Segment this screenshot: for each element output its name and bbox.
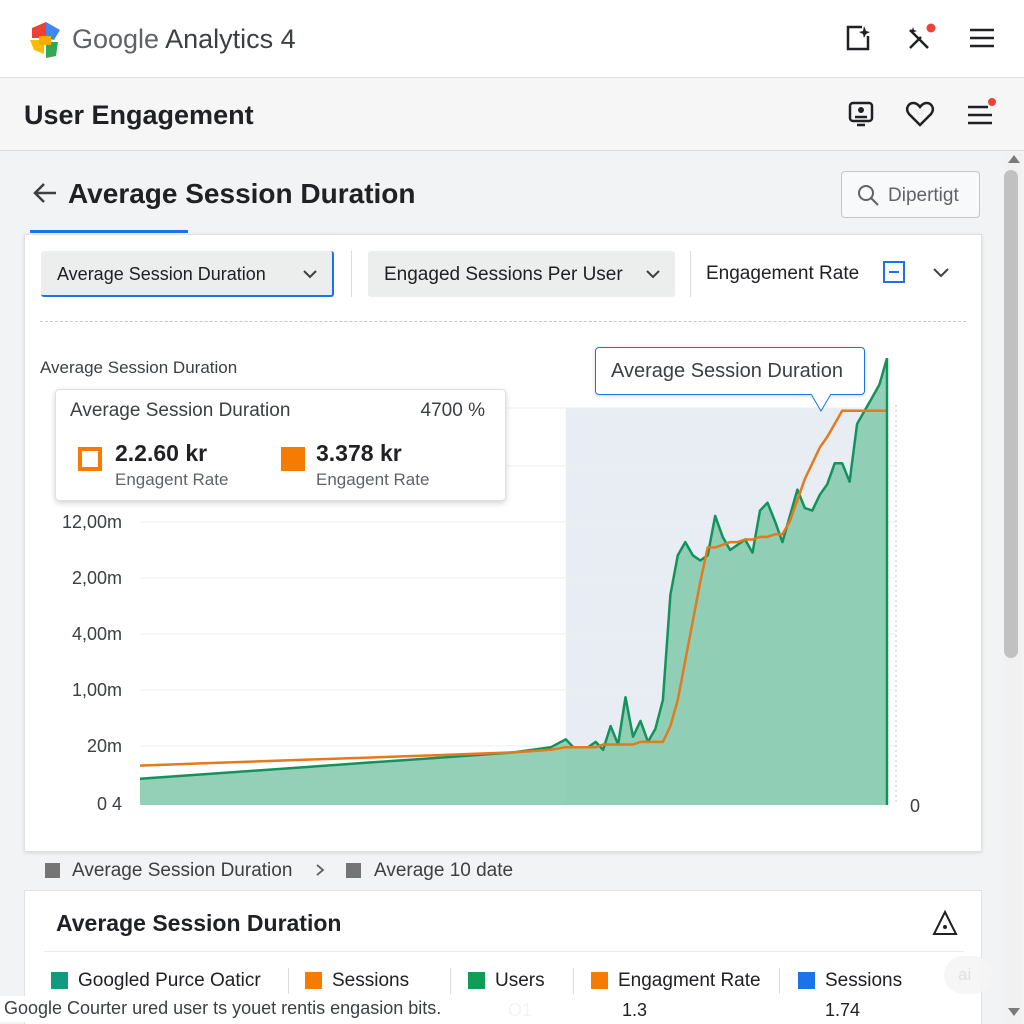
metric-label[interactable]: Engagment Rate bbox=[618, 970, 761, 991]
top-app-bar: Google Analytics 4 bbox=[0, 0, 1024, 78]
app-brand: Google Analytics 4 bbox=[72, 24, 296, 55]
search-box[interactable]: Dipertigt bbox=[841, 171, 980, 218]
search-placeholder: Dipertigt bbox=[888, 185, 959, 206]
metric-swatch bbox=[468, 972, 485, 989]
metric-label[interactable]: Users bbox=[495, 970, 545, 991]
menu-icon[interactable] bbox=[966, 22, 998, 54]
chart-title: Average Session Duration bbox=[40, 358, 238, 377]
open-in-new-icon[interactable] bbox=[842, 22, 874, 54]
collapse-box-icon[interactable] bbox=[883, 261, 905, 283]
metric-swatch bbox=[305, 972, 322, 989]
search-icon bbox=[858, 185, 879, 206]
y-tick-label: 4,00m bbox=[71, 624, 122, 644]
legend-label-2[interactable]: Average 10 date bbox=[374, 860, 514, 881]
scroll-up-arrow-icon[interactable] bbox=[1008, 155, 1020, 163]
brand-product: Analytics 4 bbox=[165, 24, 296, 54]
divider bbox=[44, 951, 964, 952]
back-arrow-icon[interactable] bbox=[30, 178, 60, 208]
section-header-bar bbox=[0, 79, 1024, 151]
chart-callout: Average Session Duration bbox=[595, 347, 865, 395]
metric-swatch bbox=[591, 972, 608, 989]
menu-notification-icon[interactable] bbox=[964, 98, 996, 130]
chevron-down-icon bbox=[646, 270, 660, 279]
chevron-down-icon[interactable] bbox=[931, 263, 951, 283]
callout-pointer bbox=[810, 394, 832, 412]
metric-label[interactable]: Sessions bbox=[332, 970, 410, 991]
share-alert-icon[interactable] bbox=[930, 908, 960, 938]
legend-swatch-outline bbox=[78, 447, 102, 471]
metric-3-label: Engagement Rate bbox=[706, 263, 860, 284]
divider bbox=[288, 968, 289, 994]
metric-swatch bbox=[51, 972, 68, 989]
ai-assistant-label: ai bbox=[958, 965, 972, 984]
divider bbox=[40, 321, 966, 322]
tooltip-label-2: Engagent Rate bbox=[316, 470, 430, 489]
metric-dropdown-1[interactable]: Average Session Duration bbox=[41, 251, 334, 297]
legend-label-1[interactable]: Average Session Duration bbox=[72, 860, 293, 881]
section-title: User Engagement bbox=[24, 100, 254, 130]
y-tick-label: 2,00m bbox=[71, 568, 122, 588]
metric-dropdown-1-label: Average Session Duration bbox=[57, 264, 266, 284]
y-tick-label: 12,00m bbox=[61, 512, 122, 532]
tooltip-value-2: 3.378 kr bbox=[316, 440, 402, 466]
legend-swatch bbox=[346, 863, 361, 878]
tooltip-label-1: Engagent Rate bbox=[115, 470, 229, 489]
tooltip-title: Average Session Duration bbox=[70, 400, 291, 421]
heart-icon[interactable] bbox=[904, 98, 936, 130]
divider bbox=[450, 968, 451, 994]
snackbar: Google Courter ured user ts youet rentis… bbox=[0, 996, 576, 1022]
scroll-down-arrow-icon[interactable] bbox=[1008, 1008, 1020, 1016]
page-title: Average Session Duration bbox=[68, 178, 416, 209]
metric-dropdown-2[interactable]: Engaged Sessions Per User bbox=[368, 251, 675, 297]
app-logo-icon bbox=[30, 22, 60, 58]
brand-google: Google bbox=[72, 24, 160, 54]
y-tick-label: 1,00m bbox=[71, 680, 122, 700]
metric-dropdown-2-label: Engaged Sessions Per User bbox=[384, 264, 623, 285]
tooltip-value-1: 2.2.60 kr bbox=[115, 440, 208, 466]
snackbar-text: Google Courter ured user ts youet rentis… bbox=[4, 998, 442, 1018]
chevron-right-icon bbox=[316, 864, 325, 876]
y-tick-label: 20m bbox=[86, 736, 122, 756]
metric-swatch bbox=[798, 972, 815, 989]
active-tab-indicator bbox=[30, 230, 188, 233]
tooltip-percent: 4700 % bbox=[420, 400, 485, 421]
summary-title: Average Session Duration bbox=[56, 910, 342, 936]
y-tick-label: 0 4 bbox=[96, 794, 122, 814]
chart-card bbox=[24, 234, 982, 852]
callout-text: Average Session Duration bbox=[611, 360, 843, 382]
chart-tooltip: Average Session Duration 4700 % 2.2.60 k… bbox=[55, 389, 506, 501]
divider bbox=[351, 251, 352, 297]
metric-label[interactable]: Sessions bbox=[825, 970, 903, 991]
magic-tools-icon[interactable] bbox=[904, 22, 936, 54]
divider bbox=[690, 251, 691, 297]
ai-assistant-button[interactable]: ai bbox=[944, 956, 992, 994]
legend-swatch-filled bbox=[281, 447, 305, 471]
legend-swatch bbox=[45, 863, 60, 878]
scrollbar-thumb[interactable] bbox=[1004, 170, 1018, 658]
divider bbox=[573, 968, 574, 994]
metric-value: 1.3 bbox=[622, 1000, 648, 1020]
metric-value: 1.74 bbox=[825, 1000, 861, 1020]
right-axis-label: 0 bbox=[909, 796, 920, 816]
metric-label[interactable]: Googled Purce Oaticr bbox=[78, 970, 261, 991]
portrait-icon[interactable] bbox=[845, 98, 877, 130]
divider bbox=[779, 968, 780, 994]
chevron-down-icon bbox=[303, 270, 317, 279]
